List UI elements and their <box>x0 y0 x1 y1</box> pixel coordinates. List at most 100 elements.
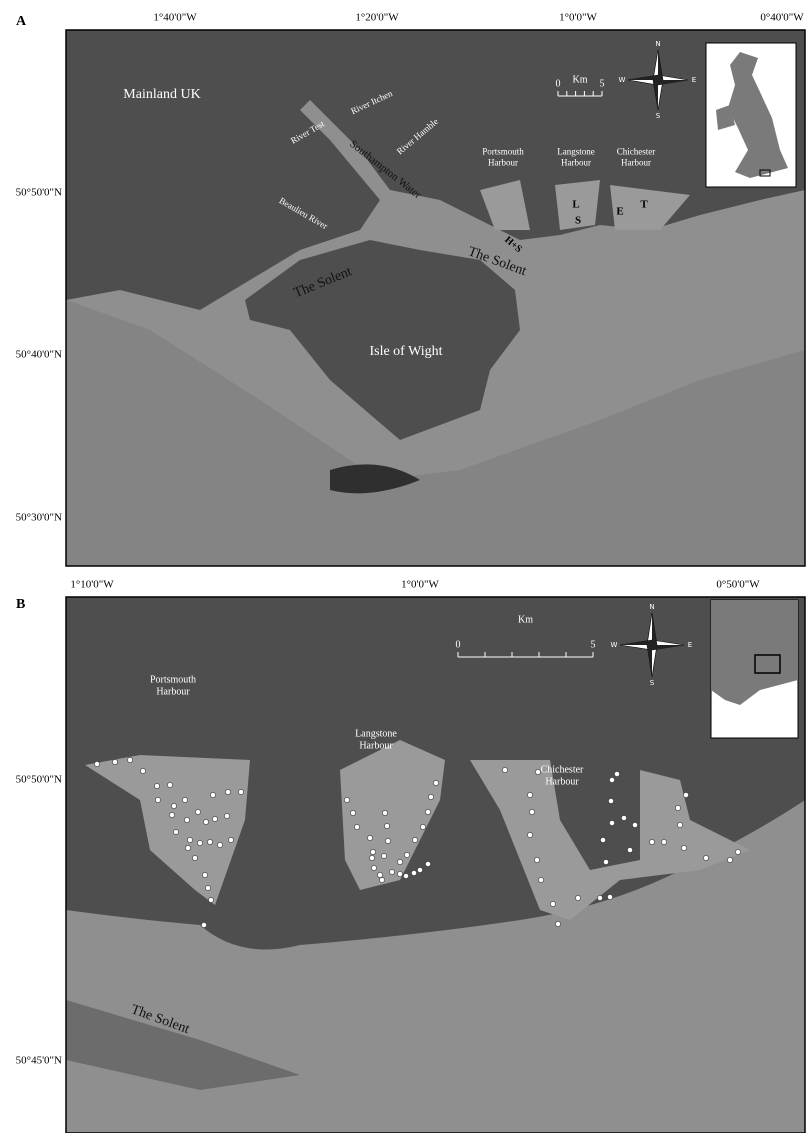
latitude-label: 50°50'0"N <box>16 774 62 786</box>
scale-label: 0 <box>456 639 461 650</box>
sample-site <box>529 809 534 814</box>
sample-site <box>202 872 207 877</box>
sample-site <box>649 839 654 844</box>
sample-site <box>389 869 394 874</box>
scale-label: 5 <box>591 639 596 650</box>
sample-site <box>354 824 359 829</box>
sample-site <box>534 857 539 862</box>
sample-site <box>371 865 376 870</box>
sample-site <box>379 877 384 882</box>
sample-site <box>370 849 375 854</box>
place-label: Harbour <box>561 157 591 167</box>
sample-site <box>155 797 160 802</box>
latitude-label: 50°50'0"N <box>16 187 62 199</box>
sample-site <box>385 838 390 843</box>
sample-site <box>603 859 608 864</box>
sample-site <box>527 832 532 837</box>
place-label: Langstone <box>557 147 595 157</box>
sample-site <box>203 819 208 824</box>
latitude-label: 50°30'0"N <box>16 512 62 524</box>
inset-map <box>711 600 798 738</box>
place-label: E <box>616 206 623 218</box>
sample-site <box>425 861 430 866</box>
sample-site <box>208 897 213 902</box>
compass-label: S <box>650 679 655 687</box>
place-label: Portsmouth <box>150 674 196 685</box>
place-label: Portsmouth <box>482 147 524 157</box>
compass-label: S <box>656 112 661 120</box>
sample-site <box>411 870 416 875</box>
compass-label: W <box>611 641 618 649</box>
sample-site <box>632 822 637 827</box>
longitude-label: 1°10'0"W <box>70 579 114 591</box>
sample-site <box>210 792 215 797</box>
scale-unit: Km <box>573 74 588 85</box>
sample-site <box>344 797 349 802</box>
sample-site <box>217 842 222 847</box>
sample-site <box>661 839 666 844</box>
sample-site <box>169 812 174 817</box>
sample-site <box>167 782 172 787</box>
sample-site <box>502 767 507 772</box>
place-label: Isle of Wight <box>369 344 442 359</box>
sample-site <box>621 815 626 820</box>
sample-site <box>350 810 355 815</box>
place-label: S <box>575 215 581 227</box>
scale-label: 5 <box>600 78 605 89</box>
longitude-label: 1°20'0"W <box>355 12 399 24</box>
sample-site <box>609 820 614 825</box>
sample-site <box>224 813 229 818</box>
sample-site <box>614 771 619 776</box>
sample-site <box>197 840 202 845</box>
compass-label: N <box>655 40 660 48</box>
sample-site <box>600 837 605 842</box>
compass-label: N <box>649 603 654 611</box>
longitude-label: 0°40'0"W <box>760 12 804 24</box>
sample-site <box>675 805 680 810</box>
sample-site <box>550 901 555 906</box>
panel-label: B <box>16 597 25 612</box>
sample-site <box>381 853 386 858</box>
sample-site <box>171 803 176 808</box>
longitude-label: 1°0'0"W <box>401 579 439 591</box>
sample-site <box>384 823 389 828</box>
sample-site <box>185 845 190 850</box>
sample-site <box>238 789 243 794</box>
sample-site <box>212 816 217 821</box>
sample-site <box>207 839 212 844</box>
sample-site <box>228 837 233 842</box>
sample-site <box>597 895 602 900</box>
sample-site <box>420 824 425 829</box>
sample-site <box>225 789 230 794</box>
sample-site <box>127 757 132 762</box>
sample-site <box>369 855 374 860</box>
sample-site <box>182 797 187 802</box>
sample-site <box>527 792 532 797</box>
sample-site <box>195 809 200 814</box>
sample-site <box>683 792 688 797</box>
compass-label: E <box>688 641 692 649</box>
sample-site <box>555 921 560 926</box>
sample-site <box>412 837 417 842</box>
sample-site <box>735 849 740 854</box>
place-label: T <box>640 199 648 211</box>
sample-site <box>367 835 372 840</box>
sample-site <box>433 780 438 785</box>
place-label: Mainland UK <box>123 87 200 102</box>
sample-site <box>575 895 580 900</box>
longitude-label: 1°0'0"W <box>559 12 597 24</box>
place-label: Langstone <box>355 728 397 739</box>
sample-site <box>377 872 382 877</box>
sample-site <box>681 845 686 850</box>
sample-site <box>205 885 210 890</box>
sample-site <box>425 809 430 814</box>
sample-site <box>404 852 409 857</box>
compass-label: W <box>619 76 626 84</box>
sample-site <box>94 761 99 766</box>
sample-site <box>154 783 159 788</box>
sample-site <box>173 829 178 834</box>
sample-site <box>727 857 732 862</box>
sample-site <box>201 922 206 927</box>
sample-site <box>112 759 117 764</box>
scale-unit: Km <box>518 614 533 625</box>
